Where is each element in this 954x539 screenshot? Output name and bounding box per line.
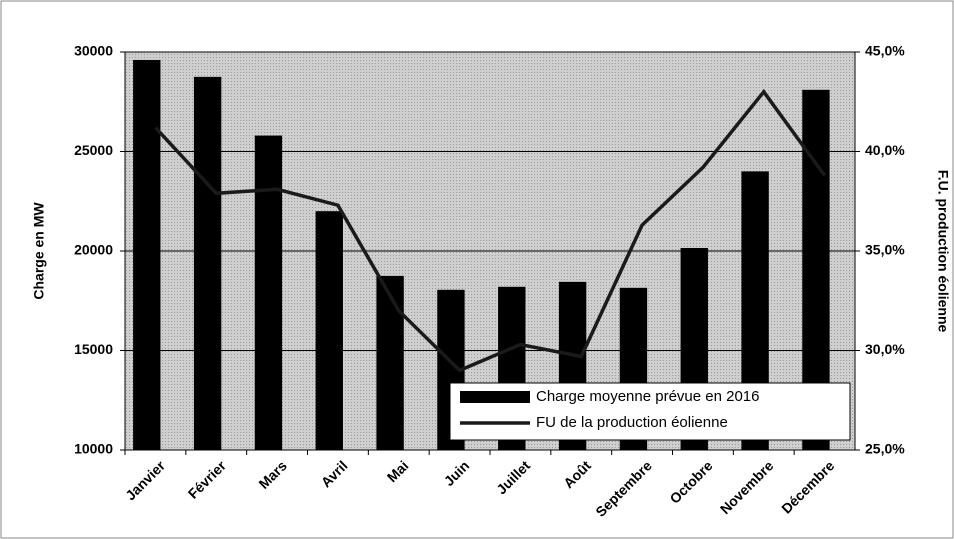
x-tick-label: Octobre — [666, 457, 715, 506]
bar — [254, 135, 283, 450]
x-tick-label: Novembre — [717, 457, 777, 517]
y2-tick-label: 40,0% — [865, 142, 905, 158]
x-tick-label: Février — [185, 457, 230, 502]
x-tick-label: Mai — [384, 457, 412, 485]
y2-tick-label: 45,0% — [865, 43, 905, 59]
y-tick-label: 10000 — [74, 441, 113, 457]
x-tick-label: Juin — [441, 457, 473, 489]
x-tick-label: Août — [560, 457, 594, 491]
bar — [315, 211, 343, 450]
x-tick-label: Avril — [318, 457, 351, 490]
y-tick-label: 30000 — [74, 43, 113, 59]
line — [154, 88, 826, 373]
y-tick-label: 20000 — [74, 242, 113, 258]
y2-axis-title: F.U. production éolienne — [935, 170, 951, 333]
legend-swatch — [460, 391, 530, 403]
bar — [133, 59, 161, 451]
y-axis-title: Charge en MW — [31, 202, 47, 300]
x-tick-label: Décembre — [778, 457, 837, 516]
legend-label: FU de la production éolienne — [536, 414, 728, 431]
y-tick-label: 15000 — [74, 341, 113, 357]
x-tick-label: Juillet — [493, 457, 533, 497]
y2-tick-label: 30,0% — [865, 341, 905, 357]
y2-tick-label: 35,0% — [865, 242, 905, 258]
y2-tick-label: 25,0% — [865, 441, 905, 457]
x-tick-label: Septembre — [592, 457, 655, 520]
x-tick-label: Janvier — [122, 457, 168, 503]
bar — [193, 76, 222, 450]
x-tick-label: Mars — [255, 457, 290, 492]
bar — [376, 275, 404, 450]
legend-label: Charge moyenne prévue en 2016 — [536, 388, 760, 405]
y-tick-label: 25000 — [74, 142, 113, 158]
